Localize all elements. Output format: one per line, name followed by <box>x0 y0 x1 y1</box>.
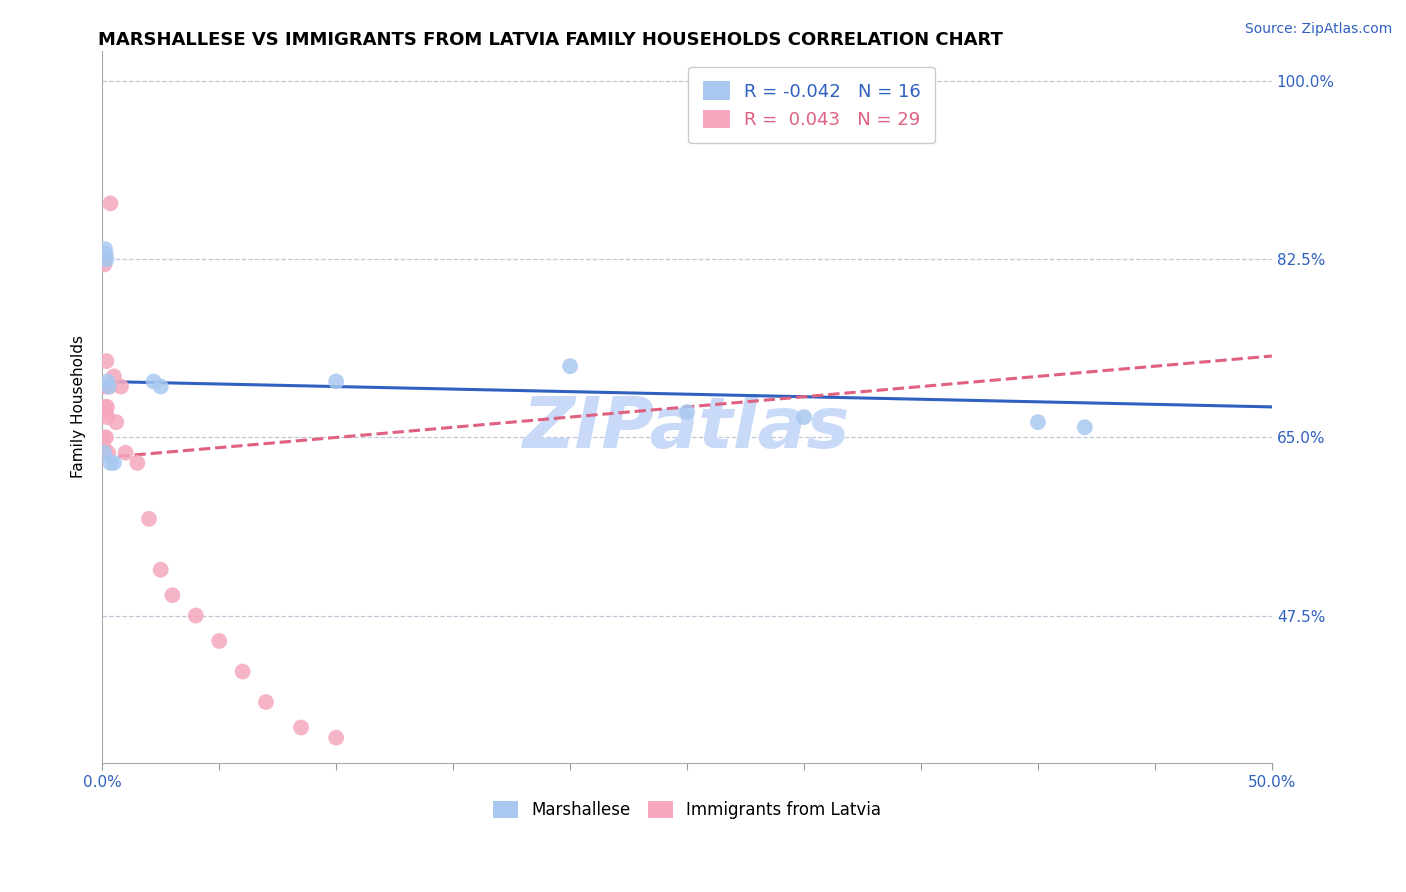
Point <box>114 446 136 460</box>
Point <box>103 456 125 470</box>
Point <box>325 375 347 389</box>
Point <box>100 196 122 211</box>
Point <box>208 634 231 648</box>
Y-axis label: Family Households: Family Households <box>72 335 86 478</box>
Point <box>142 375 165 389</box>
Point <box>94 247 117 261</box>
Point <box>149 563 172 577</box>
Point <box>105 415 128 429</box>
Point <box>558 359 581 374</box>
Point <box>97 379 120 393</box>
Point <box>232 665 254 679</box>
Point <box>103 369 125 384</box>
Point <box>793 410 815 425</box>
Point <box>1026 415 1049 429</box>
Point <box>94 400 117 414</box>
Point <box>93 252 115 267</box>
Point <box>93 430 115 444</box>
Point <box>96 410 118 425</box>
Text: MARSHALLESE VS IMMIGRANTS FROM LATVIA FAMILY HOUSEHOLDS CORRELATION CHART: MARSHALLESE VS IMMIGRANTS FROM LATVIA FA… <box>98 31 1004 49</box>
Text: ZIPatlas: ZIPatlas <box>523 393 851 463</box>
Point <box>93 257 115 271</box>
Point <box>93 446 115 460</box>
Point <box>94 379 117 393</box>
Point <box>97 446 120 460</box>
Point <box>96 375 118 389</box>
Point <box>127 456 149 470</box>
Point <box>94 430 117 444</box>
Point <box>98 379 121 393</box>
Point <box>325 731 347 745</box>
Legend: Marshallese, Immigrants from Latvia: Marshallese, Immigrants from Latvia <box>486 795 887 826</box>
Point <box>290 721 312 735</box>
Point <box>94 242 117 256</box>
Point <box>96 354 118 368</box>
Point <box>138 512 160 526</box>
Point <box>93 446 115 460</box>
Point <box>184 608 207 623</box>
Point <box>96 400 118 414</box>
Point <box>100 456 122 470</box>
Point <box>254 695 277 709</box>
Point <box>162 588 184 602</box>
Point <box>96 252 118 267</box>
Text: Source: ZipAtlas.com: Source: ZipAtlas.com <box>1244 22 1392 37</box>
Point <box>110 379 132 393</box>
Point <box>149 379 172 393</box>
Point <box>676 405 699 419</box>
Point <box>93 441 115 455</box>
Point <box>1074 420 1097 434</box>
Point <box>94 405 117 419</box>
